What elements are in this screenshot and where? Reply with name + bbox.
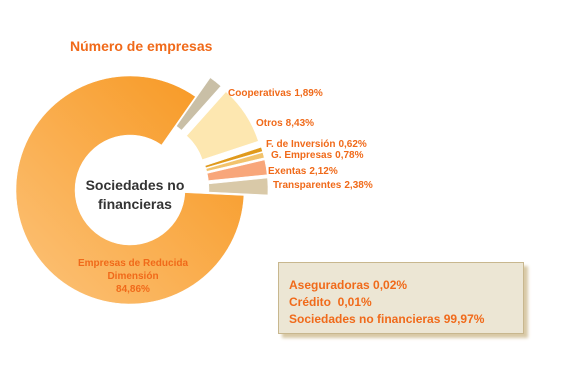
slice-label: G. Empresas 0,78%: [271, 150, 364, 161]
category-label: Exentas: [268, 166, 307, 177]
slice-label: Transparentes 2,38%: [273, 180, 373, 191]
category-label: Cooperativas: [228, 88, 292, 99]
category-label: Otros: [256, 118, 283, 129]
slice-label: Otros 8,43%: [256, 118, 314, 129]
slice: [206, 159, 268, 181]
slice: [205, 152, 265, 172]
slice: [186, 91, 259, 160]
slice-label: Empresas de Reducida Dimensión 84,86%: [68, 257, 198, 296]
value-label: 0,62%: [338, 139, 367, 150]
value-label: 84,86%: [116, 284, 150, 295]
note-box: Aseguradoras 0,02% Crédito 0,01% Socieda…: [278, 262, 524, 334]
slice: [176, 77, 222, 131]
slice-label: Exentas 2,12%: [268, 166, 338, 177]
value-label: 1,89%: [294, 88, 323, 99]
note-line: Aseguradoras 0,02%: [289, 278, 408, 292]
chart-title: Número de empresas: [70, 38, 213, 54]
slice-label: F. de Inversión 0,62%: [266, 139, 367, 150]
value-label: 2,12%: [309, 166, 338, 177]
category-label: Empresas de Reducida Dimensión: [77, 258, 189, 282]
center-label: Sociedades no financieras: [85, 177, 185, 212]
category-label: G. Empresas: [271, 150, 333, 161]
value-label: 8,43%: [285, 118, 315, 129]
slice: [15, 75, 245, 305]
slice-label: Cooperativas 1,89%: [228, 88, 323, 99]
category-label: Transparentes: [273, 180, 342, 191]
slice: [208, 177, 269, 196]
category-label: F. de Inversión: [266, 139, 336, 150]
slice: [204, 146, 263, 169]
note-line: Crédito 0,01%: [289, 295, 372, 309]
value-label: 2,38%: [344, 180, 373, 191]
value-label: 0,78%: [335, 150, 364, 161]
note-line: Sociedades no financieras 99,97%: [289, 312, 485, 326]
